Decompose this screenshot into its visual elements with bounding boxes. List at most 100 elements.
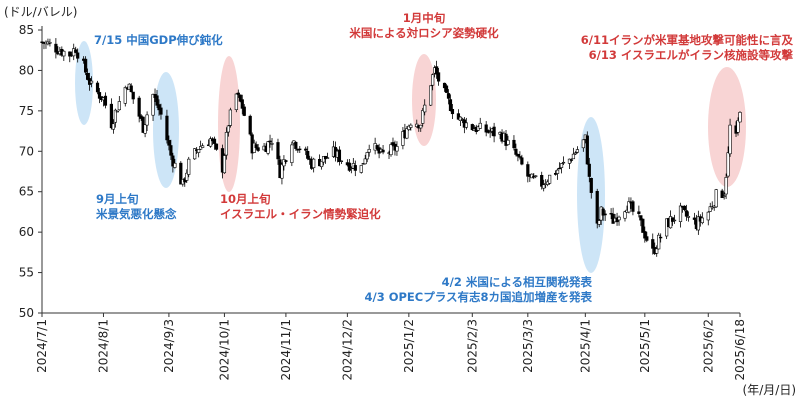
candle-body [159,107,163,115]
candle-body [137,97,141,117]
highlight-ellipse-red [708,67,746,187]
candle-body [520,157,524,165]
candle-body [555,169,560,174]
candle-body [365,152,369,160]
y-tick-label: 50 [19,306,34,320]
candle-body [76,52,80,59]
candle-body [212,138,217,144]
annotation-text-4: 米国による対ロシア姿勢硬化 [348,26,499,40]
candle-body [617,216,621,221]
candle-body [208,138,213,147]
candle-body [256,147,260,151]
candle-body [298,148,302,151]
candle-body [359,165,363,173]
candle-body [268,140,272,143]
annotation-text-5: 4/3 OPECプラス有志8カ国追加増産を発表 [365,290,593,304]
candle-body [228,109,232,126]
y-tick-label: 85 [19,23,34,37]
candle-body [714,189,718,208]
candle-body [581,139,585,149]
candle-body [254,144,258,149]
candle-body [670,217,675,222]
candle-body [595,191,599,224]
y-tick-label: 70 [19,144,34,158]
highlight-ellipse-blue [75,41,93,125]
candle-body [516,154,520,157]
candle-body [655,248,659,254]
candle-body [155,95,159,106]
axes: 50 55 60 65 70 75 80 85 2024/7/1 2024/8/1 2024/9/3… [19,23,747,381]
candle-body [571,153,576,160]
candle-body [585,135,589,165]
annotation-text-1: 7/15 中国GDP伸び鈍化 [94,33,223,47]
candle-body [726,152,730,177]
candle-body [151,94,155,116]
x-axis-unit-label: (年/月/日) [743,383,796,397]
x-tick-label: 2025/6/2 [701,319,715,373]
y-tick-label: 80 [19,63,34,77]
candle-body [696,216,700,231]
candle-body [353,165,357,171]
candle-body [185,172,189,181]
candle-body [514,148,518,155]
candle-body [276,142,280,160]
x-tick-label: 2024/11/1 [279,319,293,381]
annotation-text-3: イスラエル・イラン情勢緊迫化 [220,207,381,221]
candle-body [460,118,464,121]
candle-body [470,124,474,131]
candle-body [294,141,298,149]
candle-body [224,132,229,156]
candle-body [131,91,135,100]
candle-body [478,122,482,129]
candle-body [450,108,455,115]
candle-body [347,162,351,171]
candle-body [684,210,689,217]
candle-body [456,113,461,120]
candle-body [84,58,88,73]
candle-body [569,159,574,161]
candle-body [589,177,593,193]
candle-body [169,145,173,156]
x-tick-label: 2024/12/2 [340,319,354,381]
candle-body [145,114,149,126]
x-tick-label: 2025/3/3 [521,319,535,373]
candle-body [248,115,252,135]
candle-body [657,234,661,250]
candle-body [486,130,490,133]
candle-body [419,124,423,129]
x-tick-label: 2024/9/3 [162,319,176,373]
candle-body [442,82,447,89]
annotation-text-6: 6/11イランが米軍基地攻撃可能性に言及 [581,33,794,47]
candle-body [165,115,169,141]
candle-body [173,162,177,168]
candle-body [266,141,270,154]
candle-body [201,145,205,148]
candle-body [97,92,102,99]
candle-body [627,201,631,213]
annotation-text-4: 1月中旬 [403,11,446,25]
candle-body [631,201,635,212]
candle-body [129,85,133,93]
candle-body [193,148,197,160]
candle-body [724,177,728,195]
candle-body [561,161,566,164]
candle-body [48,42,52,44]
candle-body [222,155,227,174]
candle-body [113,109,117,123]
annotation-text-6: 6/13 イスラエルがイラン核施設等攻撃 [589,48,794,62]
x-tick-label: 2025/4/1 [578,319,592,373]
candle-body [534,175,538,177]
candle-body [391,142,395,146]
candle-body [692,217,696,220]
candle-body [464,122,468,128]
candle-body [375,145,379,149]
candle-body [240,99,244,109]
candle-body [280,164,284,179]
candle-body [325,157,330,159]
annotation-text-5: 4/2 米国による相互関税発表 [442,275,593,289]
candle-body [103,95,108,106]
candle-body [62,50,66,57]
candle-body [700,217,704,224]
candle-body [367,148,371,153]
candle-body [306,150,310,159]
